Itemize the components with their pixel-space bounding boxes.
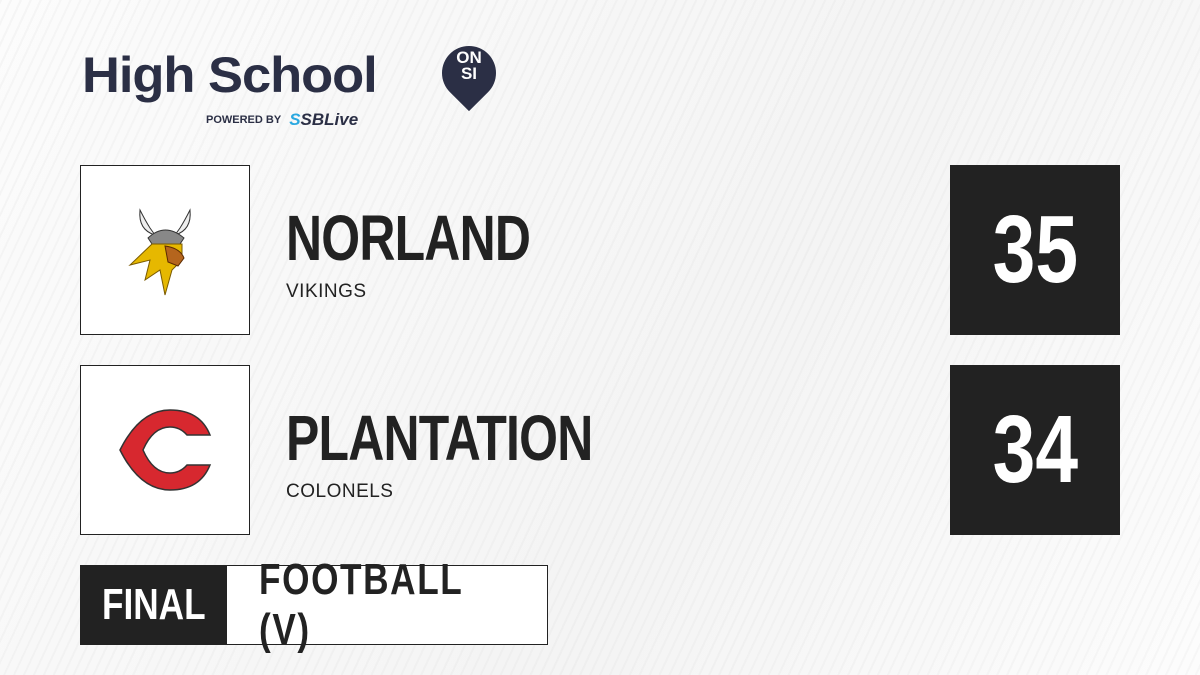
sblive-logo: SSBLive bbox=[289, 110, 359, 129]
powered-by: POWERED BY SSBLive bbox=[206, 110, 359, 129]
sport-label: FOOTBALL (V) bbox=[259, 555, 463, 654]
high-school-on-si-logo: High School bbox=[82, 47, 378, 103]
final-status: FINAL bbox=[81, 566, 227, 644]
team-name: NORLAND bbox=[286, 202, 531, 274]
team-mascot: VIKINGS bbox=[286, 281, 367, 302]
viking-head-icon bbox=[80, 165, 250, 335]
on-si-badge: ON SI bbox=[456, 48, 482, 83]
team-score: 35 bbox=[950, 165, 1120, 335]
team-row-home: NORLAND VIKINGS 35 bbox=[80, 165, 1120, 335]
team-row-away: PLANTATION COLONELS 34 bbox=[80, 365, 1120, 535]
team-name: PLANTATION bbox=[286, 402, 593, 474]
letter-c-icon bbox=[80, 365, 250, 535]
team-score: 34 bbox=[950, 365, 1120, 535]
game-status-bar: FINAL FOOTBALL (V) bbox=[80, 555, 548, 654]
team-mascot: COLONELS bbox=[286, 481, 394, 502]
